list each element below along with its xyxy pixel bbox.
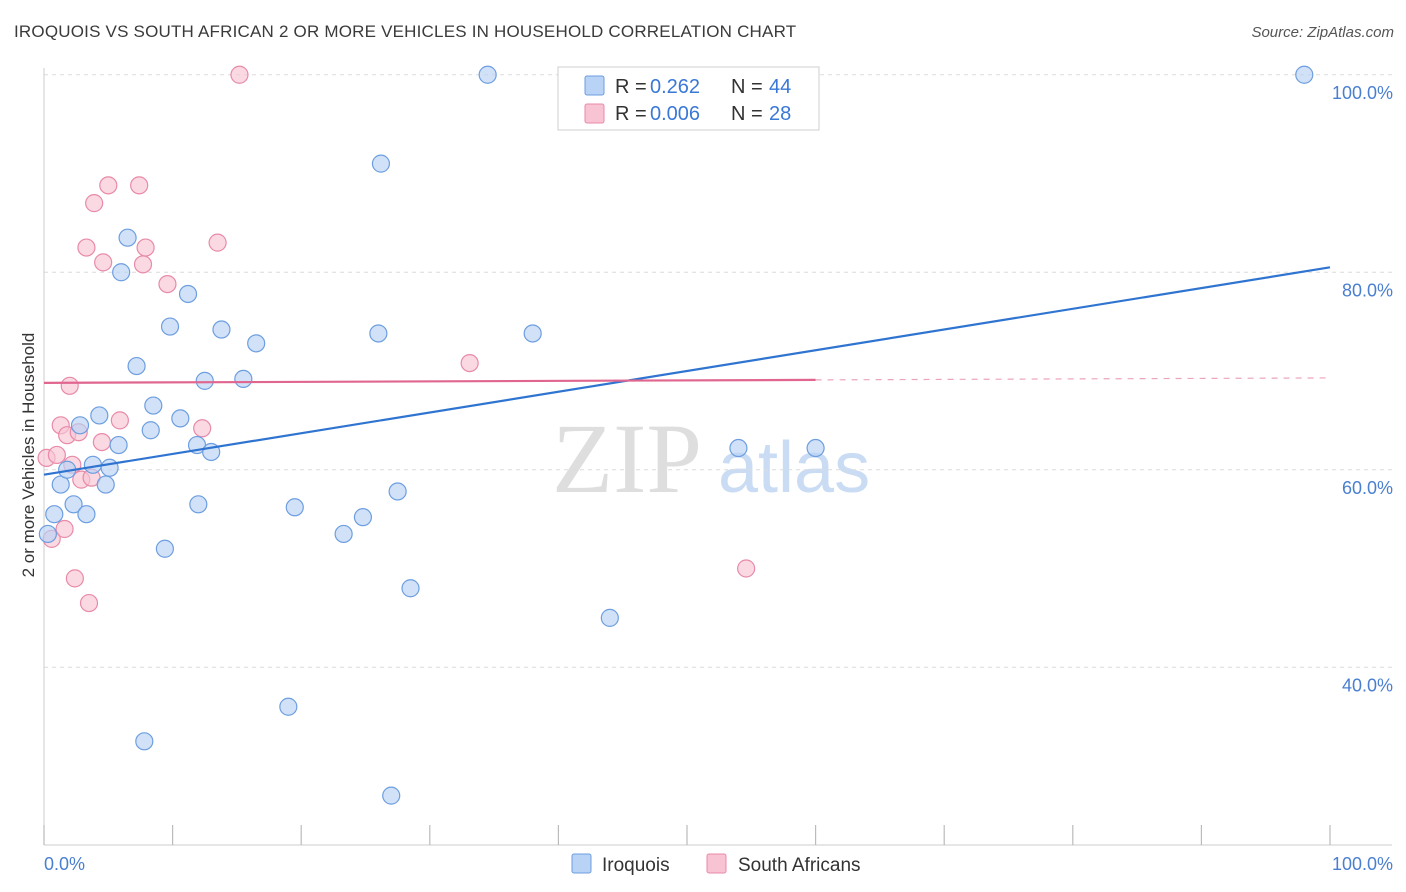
- y-tick-labels: 40.0% 60.0% 80.0% 100.0%: [1332, 83, 1393, 696]
- watermark: ZIP atlas: [552, 403, 870, 514]
- iroquois-point-38: [478, 65, 497, 84]
- iroquois-point-36: [388, 482, 407, 501]
- chart-source: Source: ZipAtlas.com: [1251, 24, 1394, 41]
- iroquois-point-12: [112, 263, 131, 282]
- iroquois-point-17: [144, 396, 163, 415]
- trend-line-south-africans-extension: [815, 377, 1331, 381]
- iroquois-point-23: [189, 495, 208, 514]
- iroquois-point-31: [334, 524, 353, 544]
- iroquois-point-8: [90, 406, 109, 425]
- y-tick-label-40: 40.0%: [1342, 675, 1393, 695]
- iroquois-point-19: [160, 317, 180, 336]
- south-african-point-14: [85, 194, 104, 213]
- south-african-point-27: [737, 559, 756, 578]
- iroquois-point-43: [1295, 65, 1314, 84]
- trend-line-iroquois: [43, 266, 1331, 476]
- iroquois-point-39: [523, 324, 542, 343]
- iroquois-point-0: [38, 524, 57, 544]
- south-african-point-6: [60, 376, 79, 395]
- iroquois-point-28: [247, 334, 266, 353]
- y-tick-label-100: 100.0%: [1332, 83, 1393, 103]
- iroquois-point-35: [382, 786, 401, 805]
- iroquois-point-26: [212, 320, 231, 339]
- x-tick-labels: 0.0% 100.0%: [44, 854, 1393, 874]
- iroquois-point-37: [401, 579, 420, 598]
- south-african-point-26: [460, 354, 479, 373]
- series-swatch-south-africans: [706, 853, 727, 874]
- series-legend: Iroquois South Africans: [571, 853, 861, 876]
- iroquois-point-27: [234, 369, 253, 388]
- iroquois-point-30: [285, 498, 304, 517]
- y-axis-label: 2 or more Vehicles in Household: [19, 333, 38, 578]
- south-african-point-19: [130, 176, 149, 195]
- iroquois-point-34: [371, 154, 391, 173]
- south-african-point-23: [193, 419, 212, 438]
- iroquois-point-20: [171, 409, 190, 428]
- iroquois-point-18: [155, 539, 174, 558]
- legend-n-label: N =: [731, 76, 763, 98]
- south-african-point-21: [136, 238, 155, 257]
- series-name-south-africans: South Africans: [738, 855, 861, 876]
- iroquois-point-15: [135, 732, 154, 751]
- legend-r-label: R =: [615, 76, 647, 98]
- data-points: [37, 65, 1314, 805]
- iroquois-point-1: [45, 505, 64, 524]
- south-african-point-15: [92, 433, 111, 452]
- legend-swatch-iroquois: [584, 75, 605, 96]
- south-african-point-20: [133, 255, 153, 274]
- south-african-point-25: [230, 65, 249, 84]
- south-african-point-16: [94, 253, 113, 272]
- iroquois-point-32: [353, 508, 373, 527]
- iroquois-point-24: [195, 371, 214, 390]
- legend-swatch-south-africans: [584, 103, 605, 124]
- south-african-point-18: [110, 411, 129, 430]
- south-african-point-4: [55, 519, 74, 539]
- iroquois-point-33: [369, 324, 388, 343]
- iroquois-point-5: [70, 416, 90, 435]
- iroquois-point-14: [127, 356, 146, 376]
- iroquois-point-11: [109, 435, 128, 455]
- iroquois-point-9: [96, 475, 115, 494]
- legend: R = 0.262 N = 44 R = 0.006 N = 28: [557, 66, 820, 131]
- legend-r-iroquois: 0.262: [650, 76, 700, 98]
- legend-r-south-africans: 0.006: [650, 103, 700, 125]
- watermark-zip: ZIP: [552, 403, 702, 514]
- iroquois-point-16: [141, 421, 160, 440]
- legend-n-label: N =: [731, 103, 763, 125]
- iroquois-point-29: [279, 697, 298, 716]
- iroquois-point-42: [806, 438, 825, 458]
- south-african-point-8: [65, 569, 84, 588]
- south-african-point-22: [158, 275, 177, 294]
- iroquois-point-6: [77, 505, 96, 524]
- legend-n-iroquois: 44: [769, 76, 791, 98]
- iroquois-point-10: [100, 458, 119, 477]
- south-african-point-24: [208, 233, 227, 252]
- trend-line-south-africans: [43, 378, 816, 384]
- y-tick-label-80: 80.0%: [1342, 280, 1393, 300]
- south-african-point-2: [47, 445, 66, 465]
- x-tick-label-100: 100.0%: [1332, 854, 1393, 874]
- iroquois-point-21: [178, 284, 198, 304]
- iroquois-point-4: [64, 495, 83, 514]
- iroquois-point-41: [729, 438, 748, 458]
- south-african-point-12: [79, 593, 99, 613]
- trend-lines: [43, 266, 1331, 476]
- south-african-point-17: [99, 176, 118, 195]
- chart-title: IROQUOIS VS SOUTH AFRICAN 2 OR MORE VEHI…: [14, 22, 797, 41]
- x-tick-label-0: 0.0%: [44, 854, 85, 874]
- legend-n-south-africans: 28: [769, 103, 791, 125]
- y-tick-label-60: 60.0%: [1342, 478, 1393, 498]
- iroquois-point-13: [118, 228, 137, 247]
- series-name-iroquois: Iroquois: [602, 855, 670, 876]
- series-swatch-iroquois: [571, 853, 592, 874]
- legend-r-label: R =: [615, 103, 647, 125]
- south-african-point-11: [77, 238, 96, 257]
- iroquois-point-40: [600, 608, 619, 627]
